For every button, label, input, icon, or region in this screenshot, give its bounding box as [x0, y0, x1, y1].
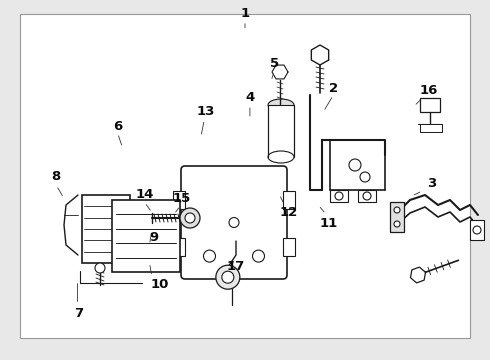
Bar [390, 202, 404, 232]
Text: 7: 7 [74, 307, 83, 320]
Text: 2: 2 [329, 82, 338, 95]
Ellipse shape [268, 151, 294, 163]
Circle shape [335, 192, 343, 200]
Bar [82, 195, 130, 263]
Circle shape [95, 263, 105, 273]
Bar [330, 190, 348, 202]
Text: 3: 3 [427, 177, 436, 190]
Text: 14: 14 [135, 188, 154, 201]
Bar [268, 105, 294, 157]
Bar [112, 200, 180, 272]
Ellipse shape [268, 99, 294, 111]
Text: 8: 8 [52, 170, 61, 183]
Text: 1: 1 [241, 7, 249, 20]
Bar [420, 98, 440, 112]
Circle shape [394, 221, 400, 227]
Bar [470, 220, 484, 240]
Circle shape [216, 265, 240, 289]
Circle shape [180, 208, 200, 228]
Circle shape [229, 217, 239, 228]
FancyBboxPatch shape [181, 166, 287, 279]
Text: 9: 9 [150, 231, 159, 244]
Text: 12: 12 [280, 206, 298, 219]
Circle shape [360, 172, 370, 182]
Circle shape [394, 207, 400, 213]
Text: 13: 13 [196, 105, 215, 118]
Bar [173, 238, 185, 256]
Text: 11: 11 [319, 217, 338, 230]
Circle shape [473, 226, 481, 234]
Bar [358, 190, 376, 202]
Circle shape [252, 250, 265, 262]
Circle shape [363, 192, 371, 200]
Bar [283, 238, 295, 256]
Text: 10: 10 [150, 278, 169, 291]
Text: 5: 5 [270, 57, 279, 69]
Bar [420, 124, 442, 132]
Text: 15: 15 [172, 192, 191, 204]
Text: 16: 16 [419, 84, 438, 96]
Circle shape [203, 250, 216, 262]
Text: 17: 17 [226, 260, 245, 273]
Text: 6: 6 [113, 120, 122, 132]
Circle shape [185, 213, 195, 223]
Bar [173, 191, 185, 209]
Circle shape [349, 159, 361, 171]
Circle shape [222, 271, 234, 283]
Text: 4: 4 [245, 91, 254, 104]
Bar [283, 191, 295, 209]
